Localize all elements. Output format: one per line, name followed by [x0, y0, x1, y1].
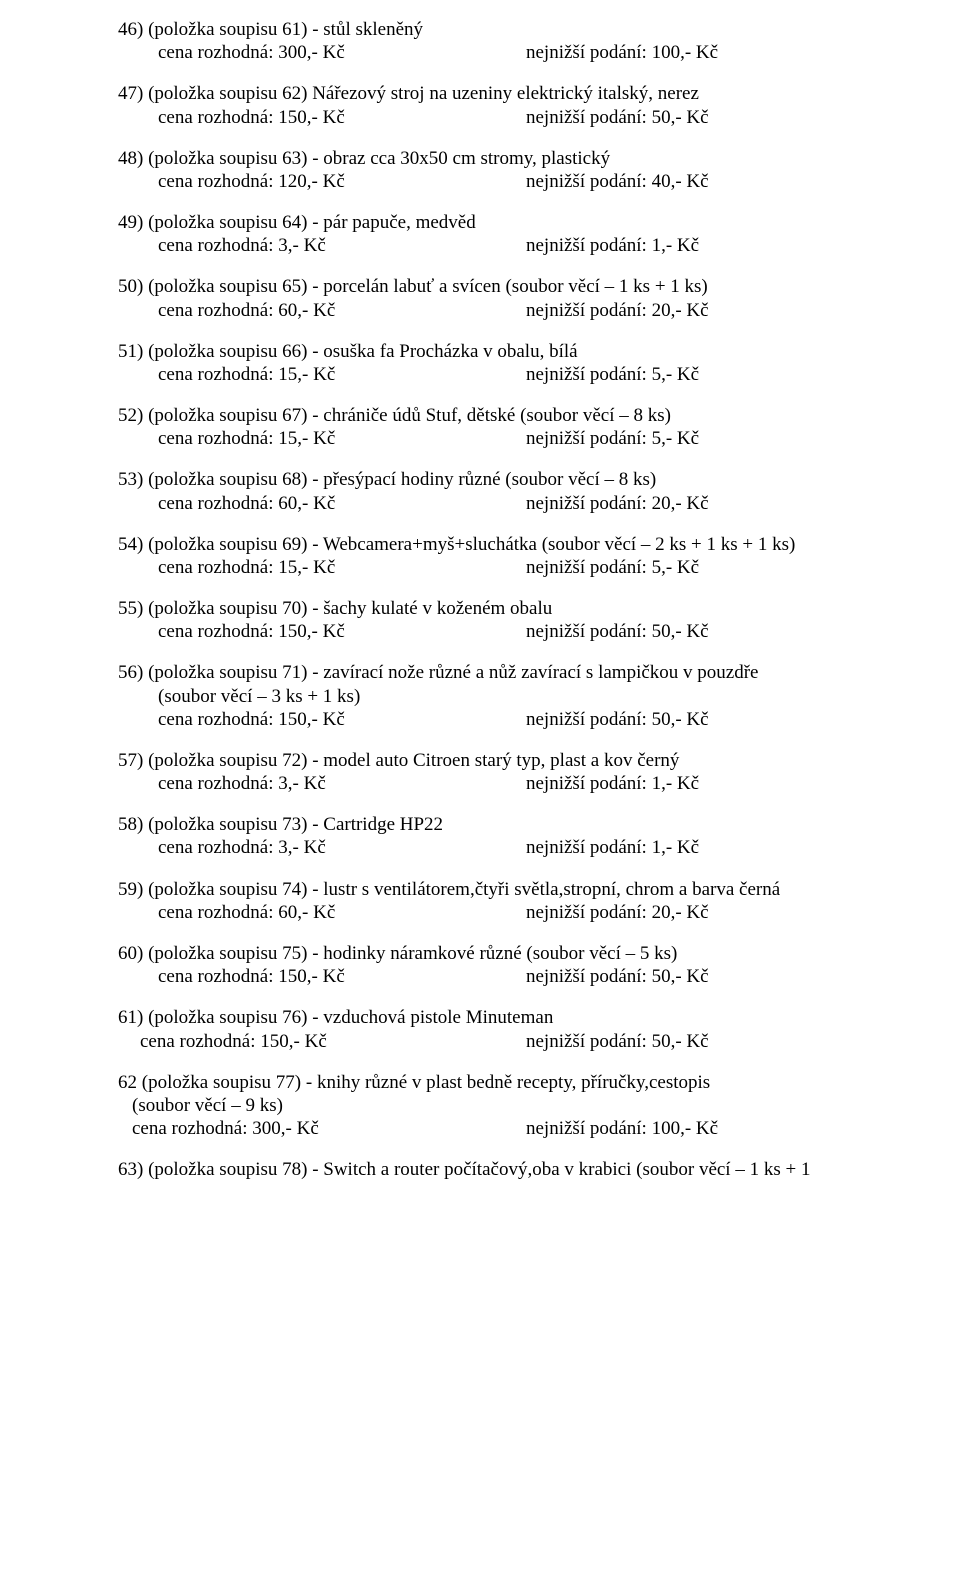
price-lowest-bid: nejnižší podání: 50,- Kč: [526, 620, 709, 643]
price-lowest-bid: nejnižší podání: 20,- Kč: [526, 492, 709, 515]
item-title: 54) (položka soupisu 69) - Webcamera+myš…: [118, 533, 852, 556]
price-lowest-bid: nejnižší podání: 100,- Kč: [526, 1117, 718, 1140]
price-lowest-bid: nejnižší podání: 1,- Kč: [526, 836, 699, 859]
price-row: cena rozhodná: 150,- Kč nejnižší podání: …: [118, 1030, 852, 1053]
price-decisive: cena rozhodná: 150,- Kč: [158, 965, 345, 988]
list-item: 50) (položka soupisu 65) - porcelán labu…: [118, 275, 852, 321]
item-title: 46) (položka soupisu 61) - stůl skleněný: [118, 18, 852, 41]
price-decisive: cena rozhodná: 150,- Kč: [158, 620, 345, 643]
price-decisive: cena rozhodná: 60,- Kč: [158, 299, 335, 322]
list-item: 48) (položka soupisu 63) - obraz cca 30x…: [118, 147, 852, 193]
price-row: cena rozhodná: 150,- Kč nejnižší podání: …: [118, 708, 852, 731]
page: 46) (položka soupisu 61) - stůl skleněný…: [0, 0, 960, 1223]
price-lowest-bid: nejnižší podání: 1,- Kč: [526, 772, 699, 795]
price-decisive: cena rozhodná: 3,- Kč: [158, 772, 326, 795]
price-lowest-bid: nejnižší podání: 20,- Kč: [526, 299, 709, 322]
price-decisive: cena rozhodná: 3,- Kč: [158, 234, 326, 257]
item-title: 61) (položka soupisu 76) - vzduchová pis…: [118, 1006, 852, 1029]
price-lowest-bid: nejnižší podání: 40,- Kč: [526, 170, 709, 193]
price-decisive: cena rozhodná: 60,- Kč: [158, 901, 335, 924]
item-title: 51) (položka soupisu 66) - osuška fa Pro…: [118, 340, 852, 363]
price-row: cena rozhodná: 300,- Kč nejnižší podání: …: [118, 1117, 852, 1140]
price-row: cena rozhodná: 3,- Kč nejnižší podání: 1,…: [118, 772, 852, 795]
price-decisive: cena rozhodná: 15,- Kč: [158, 427, 335, 450]
price-lowest-bid: nejnižší podání: 50,- Kč: [526, 1030, 709, 1053]
price-lowest-bid: nejnižší podání: 20,- Kč: [526, 901, 709, 924]
item-title: 59) (položka soupisu 74) - lustr s venti…: [118, 878, 852, 901]
item-title: 58) (položka soupisu 73) - Cartridge HP2…: [118, 813, 852, 836]
price-decisive: cena rozhodná: 120,- Kč: [158, 170, 345, 193]
item-title: 62 (položka soupisu 77) - knihy různé v …: [118, 1071, 852, 1094]
item-title: 48) (položka soupisu 63) - obraz cca 30x…: [118, 147, 852, 170]
price-decisive: cena rozhodná: 3,- Kč: [158, 836, 326, 859]
item-title: 50) (položka soupisu 65) - porcelán labu…: [118, 275, 852, 298]
price-row: cena rozhodná: 120,- Kč nejnižší podání: …: [118, 170, 852, 193]
list-item: 53) (položka soupisu 68) - přesýpací hod…: [118, 468, 852, 514]
price-decisive: cena rozhodná: 150,- Kč: [140, 1030, 327, 1053]
item-title: 52) (položka soupisu 67) - chrániče údů …: [118, 404, 852, 427]
price-row: cena rozhodná: 300,- Kč nejnižší podání: …: [118, 41, 852, 64]
price-row: cena rozhodná: 3,- Kč nejnižší podání: 1,…: [118, 836, 852, 859]
price-lowest-bid: nejnižší podání: 1,- Kč: [526, 234, 699, 257]
item-title: 57) (položka soupisu 72) - model auto Ci…: [118, 749, 852, 772]
item-title: 55) (položka soupisu 70) - šachy kulaté …: [118, 597, 852, 620]
price-row: cena rozhodná: 3,- Kč nejnižší podání: 1,…: [118, 234, 852, 257]
price-row: cena rozhodná: 60,- Kč nejnižší podání: 2…: [118, 901, 852, 924]
price-decisive: cena rozhodná: 150,- Kč: [158, 708, 345, 731]
price-row: cena rozhodná: 15,- Kč nejnižší podání: 5…: [118, 363, 852, 386]
last-item: 63) (položka soupisu 78) - Switch a rout…: [118, 1158, 852, 1181]
list-item: 46) (položka soupisu 61) - stůl skleněný…: [118, 18, 852, 64]
item-title: 60) (položka soupisu 75) - hodinky náram…: [118, 942, 852, 965]
price-row: cena rozhodná: 15,- Kč nejnižší podání: 5…: [118, 427, 852, 450]
list-item: 49) (položka soupisu 64) - pár papuče, m…: [118, 211, 852, 257]
list-item: 62 (položka soupisu 77) - knihy různé v …: [118, 1071, 852, 1141]
item-subline: (soubor věcí – 3 ks + 1 ks): [118, 685, 852, 708]
item-list: 46) (položka soupisu 61) - stůl skleněný…: [118, 18, 852, 1140]
list-item: 55) (položka soupisu 70) - šachy kulaté …: [118, 597, 852, 643]
list-item: 47) (položka soupisu 62) Nářezový stroj …: [118, 82, 852, 128]
item-title: 53) (položka soupisu 68) - přesýpací hod…: [118, 468, 852, 491]
price-decisive: cena rozhodná: 300,- Kč: [132, 1117, 319, 1140]
item-title: 56) (položka soupisu 71) - zavírací nože…: [118, 661, 852, 684]
list-item: 57) (položka soupisu 72) - model auto Ci…: [118, 749, 852, 795]
price-lowest-bid: nejnižší podání: 50,- Kč: [526, 965, 709, 988]
price-row: cena rozhodná: 15,- Kč nejnižší podání: 5…: [118, 556, 852, 579]
item-last-line: 63) (položka soupisu 78) - Switch a rout…: [118, 1158, 852, 1181]
price-row: cena rozhodná: 150,- Kč nejnižší podání: …: [118, 965, 852, 988]
price-lowest-bid: nejnižší podání: 50,- Kč: [526, 708, 709, 731]
list-item: 61) (položka soupisu 76) - vzduchová pis…: [118, 1006, 852, 1052]
price-row: cena rozhodná: 150,- Kč nejnižší podání: …: [118, 106, 852, 129]
price-lowest-bid: nejnižší podání: 5,- Kč: [526, 427, 699, 450]
list-item: 52) (položka soupisu 67) - chrániče údů …: [118, 404, 852, 450]
item-subline: (soubor věcí – 9 ks): [118, 1094, 852, 1117]
item-title: 49) (položka soupisu 64) - pár papuče, m…: [118, 211, 852, 234]
price-decisive: cena rozhodná: 300,- Kč: [158, 41, 345, 64]
price-row: cena rozhodná: 60,- Kč nejnižší podání: 2…: [118, 492, 852, 515]
list-item: 54) (položka soupisu 69) - Webcamera+myš…: [118, 533, 852, 579]
item-title: 47) (položka soupisu 62) Nářezový stroj …: [118, 82, 852, 105]
price-row: cena rozhodná: 150,- Kč nejnižší podání: …: [118, 620, 852, 643]
price-lowest-bid: nejnižší podání: 100,- Kč: [526, 41, 718, 64]
list-item: 58) (položka soupisu 73) - Cartridge HP2…: [118, 813, 852, 859]
price-lowest-bid: nejnižší podání: 5,- Kč: [526, 556, 699, 579]
list-item: 60) (položka soupisu 75) - hodinky náram…: [118, 942, 852, 988]
list-item: 56) (položka soupisu 71) - zavírací nože…: [118, 661, 852, 731]
price-lowest-bid: nejnižší podání: 50,- Kč: [526, 106, 709, 129]
price-decisive: cena rozhodná: 60,- Kč: [158, 492, 335, 515]
price-decisive: cena rozhodná: 15,- Kč: [158, 363, 335, 386]
price-decisive: cena rozhodná: 150,- Kč: [158, 106, 345, 129]
price-row: cena rozhodná: 60,- Kč nejnižší podání: 2…: [118, 299, 852, 322]
price-lowest-bid: nejnižší podání: 5,- Kč: [526, 363, 699, 386]
price-decisive: cena rozhodná: 15,- Kč: [158, 556, 335, 579]
list-item: 59) (položka soupisu 74) - lustr s venti…: [118, 878, 852, 924]
list-item: 51) (položka soupisu 66) - osuška fa Pro…: [118, 340, 852, 386]
